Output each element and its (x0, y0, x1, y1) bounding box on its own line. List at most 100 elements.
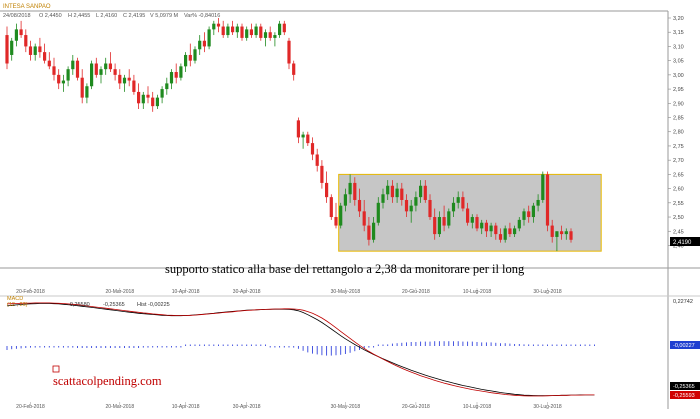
candle-body (353, 182, 357, 200)
candle (343, 188, 347, 212)
candle (470, 214, 474, 229)
candle-body (466, 208, 470, 223)
candle-body (395, 188, 399, 198)
candle (517, 217, 521, 232)
candle-body (536, 199, 540, 206)
macd-axis-top-label: 0,22742 (673, 299, 693, 305)
candle-body (90, 63, 94, 87)
candle (122, 74, 127, 92)
signal-flag-label: -0,25593 (673, 393, 695, 399)
candle-body (245, 29, 249, 38)
candle-body (160, 89, 164, 98)
candle (231, 20, 235, 36)
candle (75, 57, 80, 81)
candle-body (61, 80, 65, 84)
candle-body (66, 69, 70, 81)
candle (442, 205, 446, 232)
candle (151, 91, 155, 112)
candle-body (5, 35, 9, 64)
candle-body (52, 66, 56, 75)
candle-body (278, 23, 282, 36)
candle (423, 180, 427, 203)
candle (292, 60, 296, 81)
candle (146, 86, 150, 104)
macd-x-tick-label: 10-Apr-2018 (172, 404, 200, 410)
candle-body (409, 205, 413, 212)
candle (451, 197, 456, 218)
candle (212, 20, 216, 36)
candle (43, 43, 47, 64)
macd-flag (670, 382, 700, 390)
candle (306, 131, 310, 146)
candle (489, 222, 493, 237)
candle-body (569, 231, 573, 240)
candle-body (447, 211, 451, 226)
signal-flag (670, 391, 700, 399)
candle (484, 219, 488, 237)
candle-body (494, 225, 498, 235)
candle-body (428, 199, 432, 218)
header-close: C 2,4195 (123, 13, 145, 19)
candle (188, 43, 192, 67)
candle-body (155, 97, 159, 107)
candle-body (310, 143, 315, 155)
macd-x-tick-label: 20-Feb-2018 (16, 404, 45, 410)
candle (33, 43, 37, 61)
candle-body (104, 63, 108, 70)
candle (531, 202, 535, 223)
candle (226, 23, 230, 38)
candle-body (484, 222, 488, 232)
candle (569, 228, 573, 243)
candle (480, 219, 484, 235)
annotation-text: supporto statico alla base del rettangol… (165, 262, 525, 276)
candle (99, 66, 103, 84)
watermark-text: scattacolpending.com (53, 374, 162, 388)
candle (52, 57, 56, 81)
candle-body (419, 185, 423, 198)
candle-body (85, 86, 89, 98)
watermark-box-icon (52, 365, 60, 373)
candle-body (216, 23, 221, 27)
header-volume: V 5,0979 M (150, 13, 179, 19)
candle-body (99, 69, 103, 75)
y-tick-label: 3,10 (673, 44, 684, 50)
candle (376, 197, 380, 226)
candle (24, 29, 28, 53)
candle-body (282, 23, 286, 33)
candle (221, 20, 225, 38)
candle (104, 57, 108, 75)
candle-body (188, 54, 192, 61)
candle-body (47, 60, 51, 67)
candle (498, 228, 503, 243)
candle-body (254, 26, 258, 36)
hist-flag-label: -0,00227 (673, 343, 695, 349)
candle (113, 63, 117, 81)
candle (61, 74, 65, 92)
candle (329, 194, 333, 220)
candle-body (489, 225, 493, 232)
macd-title: MACD (7, 296, 23, 302)
y-tick-label: 3,00 (673, 73, 684, 79)
candle (10, 37, 14, 61)
candle (249, 23, 253, 38)
candle-body (301, 134, 305, 138)
candle (160, 86, 164, 104)
candle (71, 54, 75, 75)
hist-value: Hist -0,00225 (137, 302, 170, 308)
candle-body (137, 91, 141, 104)
candle-body (184, 54, 188, 67)
candle-body (560, 231, 564, 235)
candle-body (179, 66, 183, 78)
candle-body (165, 83, 169, 90)
candle (174, 63, 178, 84)
candle (428, 194, 432, 220)
candle (5, 26, 9, 70)
candle-body (306, 134, 310, 144)
candle-body (456, 197, 460, 203)
price-x-tick-label: 10-Apr-2018 (172, 289, 200, 295)
candle-body (498, 234, 503, 240)
candle-body (367, 225, 371, 240)
candle (536, 194, 540, 212)
candle-body (235, 26, 239, 33)
candle-body (113, 69, 117, 75)
